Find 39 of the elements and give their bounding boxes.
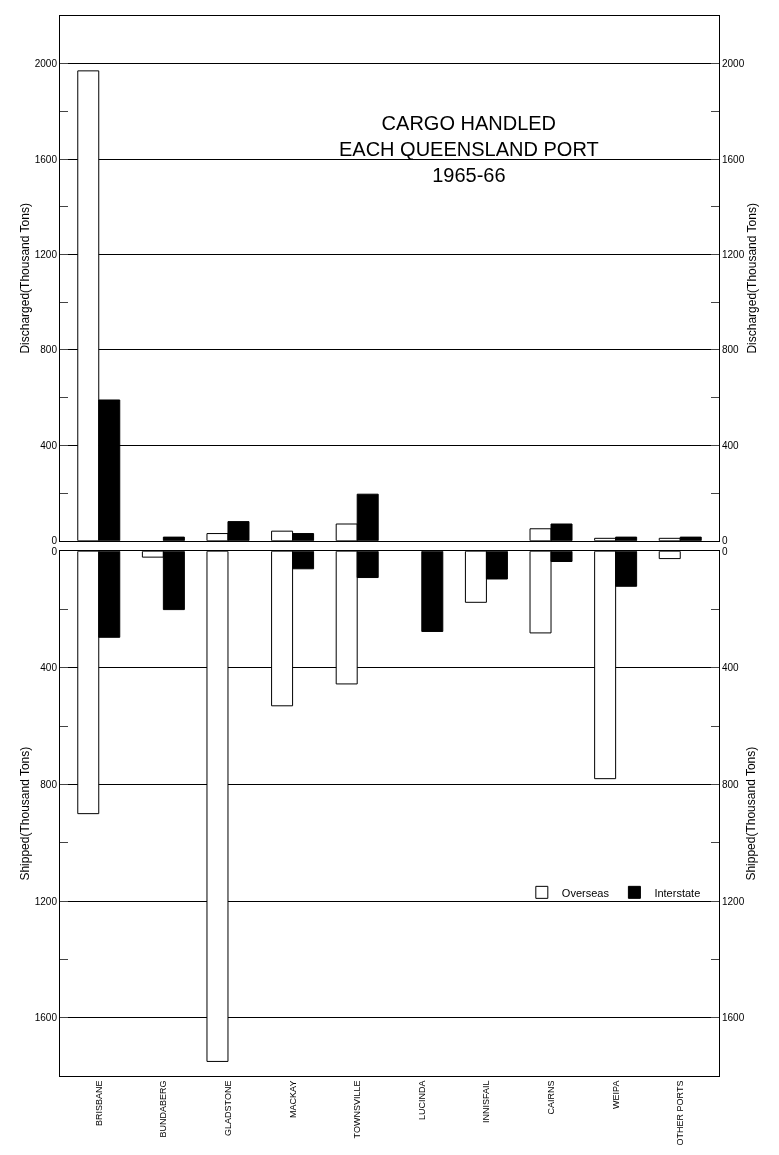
text: CARGO HANDLED EACH QUEENSLAND PORT 1965-66 — [339, 112, 599, 186]
x-tick-label: BRISBANE — [93, 1080, 104, 1127]
x-tick-label: BUNDABERG — [158, 1080, 169, 1138]
y2-tick-label: 400 — [722, 439, 740, 451]
y-tick-label: 400 — [40, 439, 58, 451]
y-axis-title: Discharged(Thousand Tons) — [18, 203, 33, 354]
y2-tick-label: 2000 — [722, 58, 745, 70]
x-tick-label: INNISFAIL — [481, 1080, 492, 1124]
y-tick-label: 1600 — [34, 153, 58, 165]
x-tick-label: MACKAY — [287, 1080, 298, 1118]
y-tick-label: 400 — [40, 662, 58, 674]
y-tick-label: 800 — [40, 344, 58, 356]
x-tick-label: GLADSTONE — [222, 1080, 233, 1136]
y-tick-label: 0 — [51, 545, 58, 557]
y-tick-label: 1600 — [34, 1012, 58, 1024]
y2-axis-title: Discharged(Thousand Tons) — [744, 203, 759, 354]
y2-tick-label: 1600 — [722, 1012, 745, 1024]
y-tick-label: 0 — [51, 535, 58, 547]
y2-tick-label: 0 — [722, 535, 728, 547]
y-tick-label: 1200 — [34, 895, 58, 907]
x-tick-label: WEIPA — [610, 1080, 621, 1109]
y2-tick-label: 1200 — [722, 895, 745, 907]
x-tick-label: CAIRNS — [545, 1080, 556, 1115]
y-tick-label: 2000 — [34, 58, 58, 70]
x-tick-label: TOWNSVILLE — [352, 1080, 363, 1139]
y2-tick-label: 0 — [722, 545, 728, 557]
y2-tick-label: 400 — [722, 662, 740, 674]
y-tick-label: 800 — [40, 779, 58, 790]
y2-axis-title: Shipped(Thousand Tons) — [743, 746, 758, 881]
y-axis-title: Shipped(Thousand Tons) — [18, 746, 33, 881]
y2-tick-label: 800 — [722, 779, 740, 790]
x-tick-label: OTHER PORTS — [675, 1080, 686, 1146]
y2-tick-label: 800 — [722, 344, 740, 356]
x-tick-label: LUCINDA — [416, 1080, 427, 1121]
y2-tick-label: 1200 — [722, 249, 745, 260]
legend-label: Interstate — [654, 886, 701, 899]
y-tick-label: 1200 — [34, 249, 58, 260]
legend-label: Overseas — [561, 886, 610, 899]
y2-tick-label: 1600 — [722, 153, 745, 165]
